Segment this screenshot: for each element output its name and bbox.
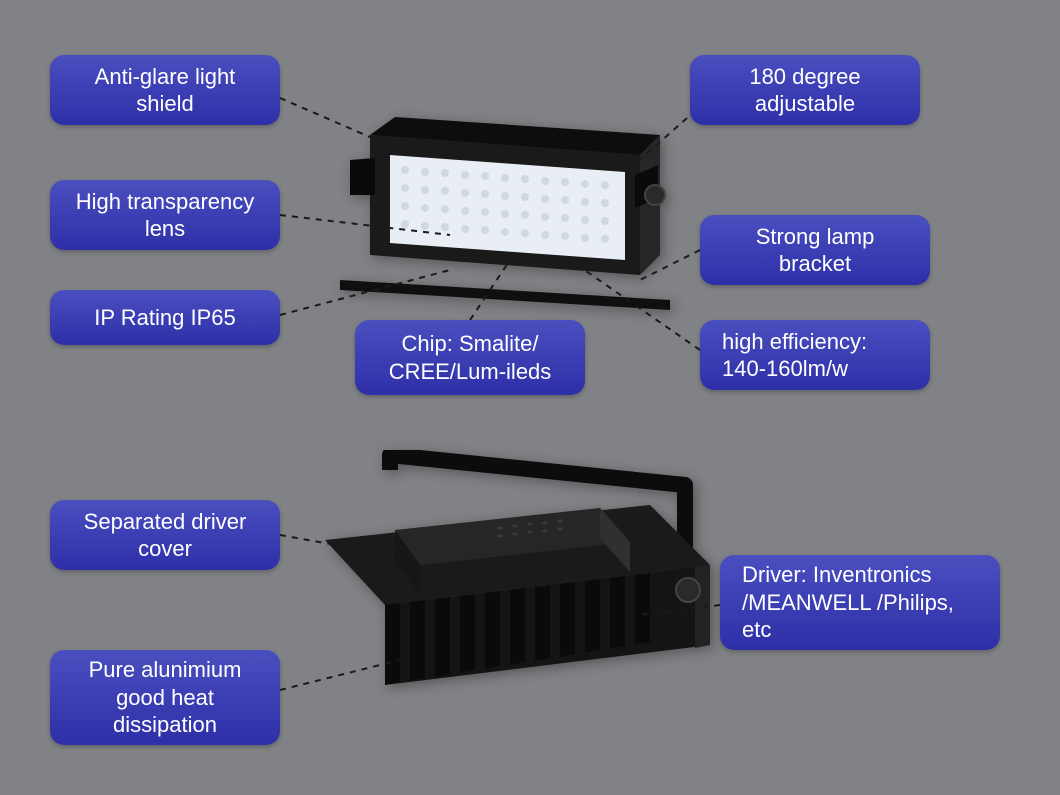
callout-efficiency: high efficiency: 140-160lm/w bbox=[700, 320, 930, 390]
callout-adjustable: 180 degree adjustable bbox=[690, 55, 920, 125]
infographic-canvas: Anti-glare light shield High transparenc… bbox=[0, 0, 1060, 795]
product-front bbox=[340, 100, 700, 320]
callout-chip: Chip: Smalite/ CREE/Lum-ileds bbox=[355, 320, 585, 395]
callout-driver-cover: Separated driver cover bbox=[50, 500, 280, 570]
callout-anti-glare: Anti-glare light shield bbox=[50, 55, 280, 125]
product-rear bbox=[300, 450, 720, 710]
callout-bracket: Strong lamp bracket bbox=[700, 215, 930, 285]
callout-ip: IP Rating IP65 bbox=[50, 290, 280, 345]
callout-heat: Pure alunimium good heat dissipation bbox=[50, 650, 280, 745]
callout-lens: High transparency lens bbox=[50, 180, 280, 250]
callout-driver: Driver: Inventronics /MEANWELL /Philips,… bbox=[720, 555, 1000, 650]
